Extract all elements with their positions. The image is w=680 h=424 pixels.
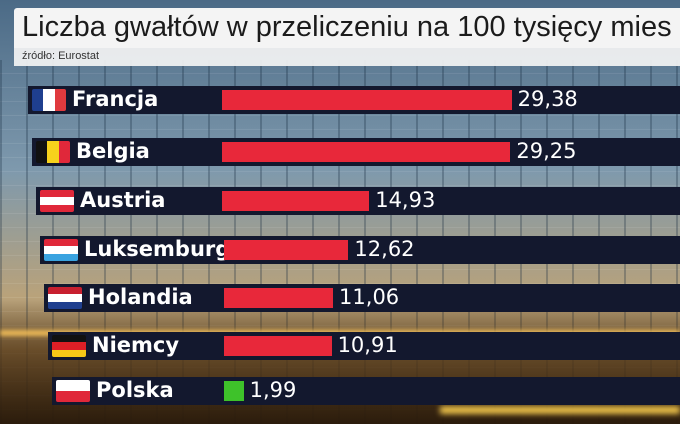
category-label: Austria — [80, 188, 166, 212]
value-label: 10,91 — [337, 333, 398, 357]
chart-row: Francja 29,38 — [28, 86, 680, 114]
chart-row: Luksemburg 12,62 — [40, 236, 680, 264]
category-label: Polska — [96, 378, 174, 402]
poland-flag-icon — [56, 380, 90, 402]
germany-flag-icon — [52, 335, 86, 357]
category-label: Niemcy — [92, 333, 180, 357]
value-label: 12,62 — [354, 237, 415, 261]
category-label: Belgia — [76, 139, 150, 163]
bar — [224, 381, 244, 401]
category-label: Luksemburg — [84, 237, 231, 261]
bar — [222, 90, 512, 110]
chart-row: Belgia 29,25 — [32, 138, 680, 166]
bar — [224, 288, 334, 308]
bar — [224, 336, 332, 356]
bar — [222, 142, 511, 162]
title-bar — [14, 8, 680, 48]
chart-row: Holandia 11,06 — [44, 284, 680, 312]
value-label: 11,06 — [339, 285, 400, 309]
source-bar — [14, 48, 680, 66]
category-label: Francja — [72, 87, 159, 111]
chart-row: Austria 14,93 — [36, 187, 680, 215]
belgium-flag-icon — [36, 141, 70, 163]
value-label: 14,93 — [375, 188, 436, 212]
bar — [224, 240, 349, 260]
background-light-strip-lower — [440, 406, 680, 414]
chart-row: Niemcy 10,91 — [48, 332, 680, 360]
value-label: 29,38 — [517, 87, 578, 111]
netherlands-flag-icon — [48, 287, 82, 309]
luxembourg-flag-icon — [44, 239, 78, 261]
chart-row: Polska 1,99 — [52, 377, 680, 405]
value-label: 29,25 — [516, 139, 577, 163]
bar — [222, 191, 370, 211]
chart-source: źródło: Eurostat — [22, 50, 100, 62]
france-flag-icon — [32, 89, 66, 111]
category-label: Holandia — [88, 285, 193, 309]
chart-title: Liczba gwałtów w przeliczeniu na 100 tys… — [22, 11, 672, 43]
value-label: 1,99 — [249, 378, 297, 402]
austria-flag-icon — [40, 190, 74, 212]
